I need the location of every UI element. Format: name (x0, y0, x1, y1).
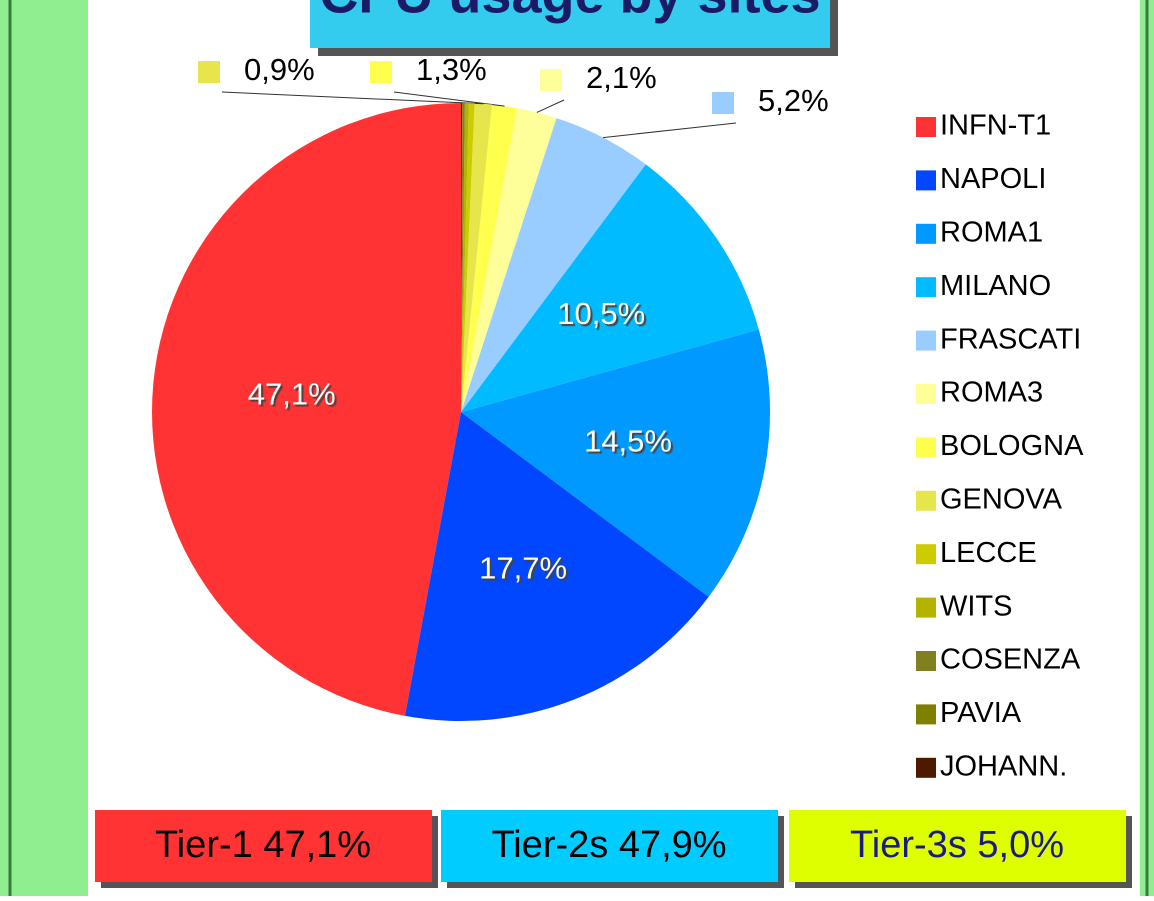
tier-box (95, 810, 432, 882)
data-label: 14,5% (584, 424, 672, 459)
legend-key (916, 170, 936, 191)
legend-label: ROMA3 (940, 377, 1043, 409)
legend-key (916, 757, 936, 778)
pie-slice (461, 108, 557, 413)
legend-label: JOHANN. (940, 750, 1067, 782)
data-label: 2,1% (586, 60, 657, 95)
tier-label: Tier-2s 47,9% (491, 824, 726, 866)
data-label: 47,1% (248, 377, 336, 412)
tier-label: Tier-1 47,1% (155, 824, 371, 866)
legend-key (916, 277, 936, 298)
leader-line (221, 91, 484, 105)
legend-key (916, 117, 936, 137)
data-label: 17,7% (479, 550, 567, 585)
legend-key (916, 384, 936, 404)
label-key (540, 69, 562, 91)
leader-line (602, 122, 737, 139)
pie-slice (461, 104, 517, 413)
legend-key (916, 544, 936, 565)
chart-title: CPU usage by sites (319, 0, 820, 24)
data-label: 5,2% (758, 83, 829, 118)
legend-label: BOLOGNA (940, 430, 1084, 462)
pie-slice (461, 329, 770, 597)
data-label: 10,5% (557, 296, 645, 331)
pie-slice (461, 103, 462, 412)
tier-box (441, 810, 778, 882)
label-key (712, 92, 734, 114)
tier-box (789, 810, 1126, 882)
legend-label: MILANO (940, 270, 1051, 302)
legend-label: GENOVA (940, 483, 1063, 515)
pie-slice (461, 103, 463, 412)
leader-line (536, 99, 565, 113)
legend-label: FRASCATI (940, 323, 1081, 355)
pie-slice (461, 103, 465, 412)
legend-key (916, 597, 936, 618)
legend-label: WITS (940, 590, 1013, 622)
pie-slice (461, 103, 493, 412)
legend-key (916, 330, 936, 351)
legend-key (916, 490, 936, 511)
legend-key (916, 651, 936, 671)
pie-slice (405, 412, 709, 721)
leader-line (393, 91, 505, 107)
label-key (370, 61, 392, 83)
legend-key (916, 223, 936, 244)
legend-label: INFN-T1 (940, 110, 1051, 142)
pie-slice (461, 103, 469, 412)
data-label: 1,3% (416, 52, 487, 87)
legend-label: ROMA1 (940, 216, 1043, 248)
pie-slice (461, 118, 646, 412)
legend-key (916, 704, 936, 725)
pie-slice (151, 103, 461, 716)
legend-label: PAVIA (940, 697, 1022, 729)
legend-key (916, 437, 936, 458)
label-key (198, 61, 220, 83)
legend-label: COSENZA (940, 644, 1081, 676)
pie-slice (461, 103, 475, 412)
legend-label: NAPOLI (940, 163, 1046, 195)
title-box (310, 0, 830, 48)
tier-label: Tier-3s 5,0% (850, 824, 1064, 866)
pie-slice (461, 164, 759, 412)
legend-label: LECCE (940, 537, 1037, 569)
data-label: 0,9% (244, 52, 315, 87)
